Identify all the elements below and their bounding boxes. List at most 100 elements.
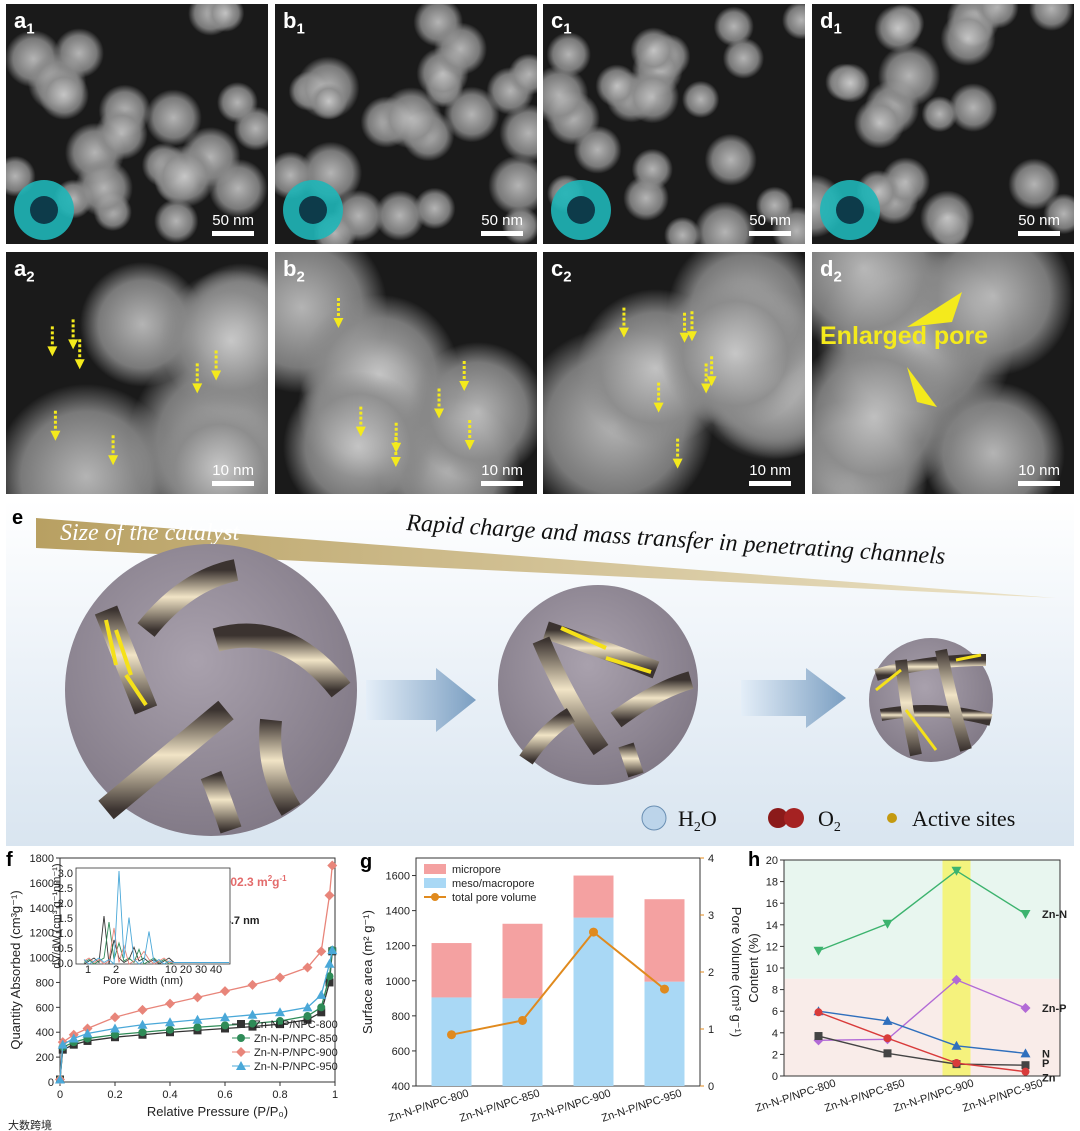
y2-axis-label: Pore Volume (cm³ g⁻¹) [729, 907, 742, 1037]
scale-bar-d2: 10 nm [1018, 462, 1060, 486]
data-point [814, 1032, 823, 1041]
data-point [68, 1033, 79, 1043]
data-point [57, 1039, 68, 1049]
data-point [317, 1008, 326, 1017]
inset-y-tick: 1.0 [58, 928, 73, 940]
inset-x-tick: 40 [210, 964, 222, 976]
inset-x-tick: 1 [85, 964, 91, 976]
y-axis-label: Surface area (m² g⁻¹) [360, 910, 375, 1034]
legend-o2: O2 [818, 806, 841, 835]
x-tick-label: 0.2 [107, 1089, 122, 1101]
bg-upper [784, 860, 1060, 979]
legend-label-total: total pore volume [452, 892, 536, 904]
tem-image-c2 [543, 252, 805, 494]
panel-label-c1: c1 [551, 8, 572, 38]
y-tick-label: 600 [392, 1046, 410, 1058]
y-tick-label: 20 [766, 855, 778, 867]
x-axis-label: Relative Pressure (P/P₀) [147, 1104, 288, 1119]
bar-micro [644, 899, 685, 982]
legend-label-meso: meso/macropore [452, 878, 535, 890]
data-point [221, 1021, 229, 1030]
y-tick-label: 8 [772, 985, 778, 997]
y2-tick-label: 2 [708, 967, 714, 979]
small-catalyst [869, 638, 993, 762]
data-point [317, 1003, 326, 1012]
y-tick-label: 1000 [386, 976, 410, 988]
chart-f-svg: f 0 200 400 600 800 1000 1200 1400 1600 1800 0 0.2 0.… [6, 849, 338, 1131]
data-point [952, 1059, 961, 1068]
series-label-Zn: Zn [1042, 1073, 1056, 1085]
tem-image-d2 [812, 252, 1074, 494]
category-label: Zn-N-P/NPC-950 [600, 1087, 683, 1124]
data-point [82, 1028, 93, 1038]
panel-letter-g: g [360, 851, 372, 873]
data-point [883, 1049, 892, 1058]
medium-catalyst [498, 585, 698, 785]
y2-tick-label: 3 [708, 910, 714, 922]
y-tick-label: 800 [36, 977, 54, 989]
scale-bar-a1: 50 nm [212, 212, 254, 236]
y-tick-label: 1400 [386, 906, 410, 918]
legend-active-sites: Active sites [912, 806, 1015, 831]
watermark: 大数跨境 [8, 1118, 52, 1131]
data-point [138, 1028, 147, 1037]
plot-frame [59, 857, 336, 1083]
y-tick-label: 400 [36, 1027, 54, 1039]
legend-h2o: H2O [678, 806, 717, 835]
data-point [327, 860, 338, 871]
tem-image-b2 [275, 252, 537, 494]
inset-y-tick: 2.0 [58, 898, 73, 910]
pore-volume-point [518, 1015, 527, 1025]
panel-label-d2: d2 [820, 256, 842, 286]
y-tick-label: 1600 [30, 878, 54, 890]
panel-letter-e: e [12, 507, 23, 529]
data-point [325, 972, 334, 981]
data-point [951, 1040, 962, 1050]
y-tick-label: 600 [36, 1002, 54, 1014]
bar-meso [573, 917, 614, 1086]
chart-h-svg: h 0 2 4 6 8 10 12 14 16 18 20 Content (%) Zn-N-P/NPC-… [746, 849, 1067, 1115]
data-point [814, 1008, 823, 1017]
tem-image-b1 [275, 4, 537, 244]
tem-panel-a2: a2 10 nm [6, 252, 268, 494]
panel-label-b2: b2 [283, 256, 305, 286]
enlarged-pore-label: Enlarged pore [820, 322, 989, 350]
data-point [165, 998, 175, 1009]
data-point [192, 992, 203, 1003]
data-point [110, 1012, 120, 1023]
panel-label-b1: b1 [283, 8, 305, 38]
pore-volume-point [589, 927, 598, 937]
data-point [220, 986, 230, 997]
legend-e: H2O O2 Active sites [641, 805, 1015, 835]
category-label: Zn-N-P/NPC-950 [961, 1077, 1044, 1114]
y-tick-label: 6 [772, 1006, 778, 1018]
inset-x-tick: 30 [195, 964, 207, 976]
y-tick-label: 800 [392, 1011, 410, 1023]
y-tick-label: 0 [772, 1071, 778, 1083]
panel-letter-h: h [748, 849, 760, 871]
large-catalyst [65, 544, 357, 836]
y-tick-label: 10 [766, 963, 778, 975]
bg-lower [784, 978, 1060, 1076]
data-point [316, 989, 327, 999]
legend-swatch-meso [424, 878, 446, 888]
tem-panel-d2: d2 Enlarged pore 10 nm [812, 252, 1074, 494]
data-point [324, 890, 335, 901]
data-point [813, 1035, 824, 1046]
inset-frame [75, 867, 231, 965]
enlarged-pore-arrow-down-icon [907, 367, 937, 407]
series-line-N [818, 1010, 1026, 1055]
scale-bar-d1: 50 nm [1018, 212, 1060, 236]
chart-h: h 0 2 4 6 8 10 12 14 16 18 20 Content (%) Zn-N-P/NPC-… [742, 846, 1080, 1131]
y-tick-label: 1000 [30, 953, 54, 965]
inset-y-tick: 3.0 [58, 868, 73, 880]
x-tick-label: 0.6 [217, 1089, 232, 1101]
pore-volume-point [660, 984, 669, 994]
y-tick-label: 12 [766, 941, 778, 953]
category-label: Zn-N-P/NPC-850 [458, 1087, 541, 1124]
x-tick-label: 0.4 [162, 1089, 177, 1101]
tem-panel-b1: b1 50 nm [275, 4, 537, 244]
inset-x-tick: 10 [165, 964, 177, 976]
tem-panel-b2: b2 10 nm [275, 252, 537, 494]
scale-bar-b2: 10 nm [481, 462, 523, 486]
